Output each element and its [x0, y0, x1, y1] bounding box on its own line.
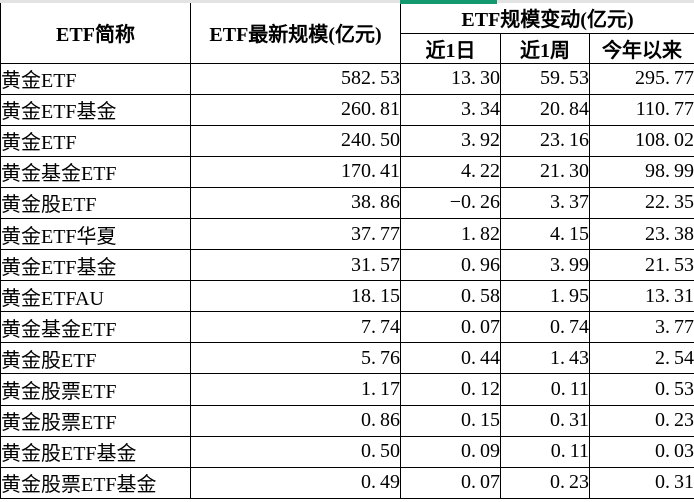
cell-latest-scale[interactable]: 0. 86: [190, 404, 401, 437]
table-row: 黄金基金ETF 170. 41 4. 22 21. 30 98. 99: [0, 155, 694, 188]
table-row: 黄金ETF 240. 50 3. 92 23. 16 108. 02: [0, 124, 694, 157]
table-row: 黄金ETF基金 260. 81 3. 34 20. 84 110. 77: [0, 93, 694, 126]
cell-change-1w[interactable]: 21. 30: [500, 155, 590, 188]
cell-change-ytd[interactable]: 3. 77: [588, 311, 694, 344]
table-row: 黄金ETF 582. 53 13. 30 59. 53 295. 77: [0, 62, 694, 95]
table-row: 黄金股票ETF 1. 17 0. 12 0. 11 0. 53: [0, 373, 694, 406]
cell-etf-name[interactable]: 黄金ETF: [0, 124, 191, 157]
cell-etf-name[interactable]: 黄金股ETF: [0, 342, 191, 375]
cell-change-1d[interactable]: 0. 44: [400, 342, 501, 375]
cell-etf-name[interactable]: 黄金ETF华夏: [0, 217, 191, 251]
table-row: 黄金ETF基金 31. 57 0. 96 3. 99 21. 53: [0, 249, 694, 282]
cell-change-1w[interactable]: 20. 84: [500, 93, 590, 126]
table-row: 黄金股ETF 38. 86 −0. 26 3. 37 22. 35: [0, 186, 694, 219]
cell-etf-name[interactable]: 黄金基金ETF: [0, 155, 191, 188]
cell-change-1d[interactable]: −0. 26: [400, 186, 501, 219]
cell-latest-scale[interactable]: 38. 86: [190, 186, 401, 219]
table-row: 黄金ETF华夏 37. 77 1. 82 4. 15 23. 38: [0, 217, 694, 251]
table-row: 黄金ETFAU 18. 15 0. 58 1. 95 13. 31: [0, 280, 694, 313]
cell-change-ytd[interactable]: 2. 54: [588, 342, 694, 375]
cell-etf-name[interactable]: 黄金ETFAU: [0, 280, 191, 313]
cell-change-1d[interactable]: 13. 30: [400, 62, 501, 95]
cell-change-ytd[interactable]: 22. 35: [588, 186, 694, 219]
cell-change-1w[interactable]: 4. 15: [500, 217, 590, 251]
cell-latest-scale[interactable]: 1. 17: [190, 373, 401, 406]
cell-change-1d[interactable]: 1. 82: [400, 217, 501, 251]
cell-etf-name[interactable]: 黄金ETF基金: [0, 249, 191, 282]
cell-etf-name[interactable]: 黄金股票ETF: [0, 373, 191, 406]
cell-change-1w[interactable]: 23. 16: [500, 124, 590, 157]
cell-change-ytd[interactable]: 0. 03: [588, 435, 694, 468]
cell-change-1d[interactable]: 0. 96: [400, 249, 501, 282]
cell-etf-name[interactable]: 黄金ETF基金: [0, 93, 191, 126]
cell-latest-scale[interactable]: 37. 77: [190, 217, 401, 251]
cell-latest-scale[interactable]: 170. 41: [190, 155, 401, 188]
table-row: 黄金股ETF 5. 76 0. 44 1. 43 2. 54: [0, 342, 694, 375]
header-row-1: ETF简称 ETF最新规模(亿元) ETF规模变动(亿元): [0, 3, 694, 64]
cell-latest-scale[interactable]: 31. 57: [190, 249, 401, 282]
table-row: 黄金股票ETF 0. 86 0. 15 0. 31 0. 23: [0, 404, 694, 437]
cell-etf-name[interactable]: 黄金股ETF: [0, 186, 191, 219]
table-row: 黄金股ETF基金 0. 50 0. 09 0. 11 0. 03: [0, 435, 694, 468]
cell-change-1d[interactable]: 4. 22: [400, 155, 501, 188]
etf-table-header: ETF简称 ETF最新规模(亿元) ETF规模变动(亿元) 近1日 近1周 今年…: [0, 3, 694, 64]
cell-etf-name[interactable]: 黄金ETF: [0, 62, 191, 95]
cell-change-1w[interactable]: 0. 11: [500, 435, 590, 468]
cell-change-ytd[interactable]: 110. 77: [588, 93, 694, 126]
header-row-2: 近1日 近1周 今年以来: [1, 32, 694, 64]
cell-change-ytd[interactable]: 0. 53: [588, 373, 694, 406]
cell-change-ytd[interactable]: 13. 31: [588, 280, 694, 313]
cell-change-1w[interactable]: 3. 37: [500, 186, 590, 219]
cell-change-1w[interactable]: 1. 95: [500, 280, 590, 313]
cell-latest-scale[interactable]: 0. 50: [190, 435, 401, 468]
cell-change-1w[interactable]: 3. 99: [500, 249, 590, 282]
cell-change-1w[interactable]: 0. 11: [500, 373, 590, 406]
etf-table: ETF简称 ETF最新规模(亿元) ETF规模变动(亿元) 近1日 近1周 今年…: [0, 3, 694, 500]
cell-latest-scale[interactable]: 240. 50: [190, 124, 401, 157]
cell-change-1w[interactable]: 1. 43: [500, 342, 590, 375]
cell-change-1d[interactable]: 0. 12: [400, 373, 501, 406]
cell-change-ytd[interactable]: 23. 38: [588, 217, 694, 251]
cell-change-1d[interactable]: 0. 09: [400, 435, 501, 468]
header-change-ytd[interactable]: 今年以来: [588, 32, 694, 64]
cell-change-1d[interactable]: 0. 15: [400, 404, 501, 437]
cell-change-ytd[interactable]: 21. 53: [588, 249, 694, 282]
cell-latest-scale[interactable]: 260. 81: [190, 93, 401, 126]
header-etf-name[interactable]: ETF简称: [0, 3, 191, 64]
cell-etf-name[interactable]: 黄金股ETF基金: [0, 435, 191, 468]
cell-change-1d[interactable]: 3. 92: [400, 124, 501, 157]
cell-latest-scale[interactable]: 5. 76: [190, 342, 401, 375]
top-edge-strip: [0, 0, 694, 3]
cell-change-ytd[interactable]: 0. 23: [588, 404, 694, 437]
table-row: 黄金股票ETF基金 0. 49 0. 07 0. 23 0. 31: [0, 466, 694, 500]
header-change-1d[interactable]: 近1日: [400, 32, 501, 64]
cell-change-1d[interactable]: 0. 07: [400, 311, 501, 344]
cell-change-1w[interactable]: 0. 31: [500, 404, 590, 437]
header-scale-change-group[interactable]: ETF规模变动(亿元): [399, 3, 694, 34]
cell-change-1w[interactable]: 0. 23: [500, 466, 590, 500]
cell-latest-scale[interactable]: 582. 53: [190, 62, 401, 95]
cell-change-ytd[interactable]: 108. 02: [588, 124, 694, 157]
cell-change-ytd[interactable]: 0. 31: [588, 466, 694, 500]
header-change-1w[interactable]: 近1周: [500, 32, 590, 64]
cell-change-1w[interactable]: 0. 74: [500, 311, 590, 344]
cell-change-1d[interactable]: 0. 07: [400, 466, 501, 500]
cell-etf-name[interactable]: 黄金股票ETF: [0, 404, 191, 437]
cell-change-1w[interactable]: 59. 53: [500, 62, 590, 95]
green-selection-bar: [400, 0, 497, 4]
cell-etf-name[interactable]: 黄金基金ETF: [0, 311, 191, 344]
cell-change-ytd[interactable]: 295. 77: [588, 62, 694, 95]
cell-latest-scale[interactable]: 7. 74: [190, 311, 401, 344]
table-row: 黄金基金ETF 7. 74 0. 07 0. 74 3. 77: [0, 311, 694, 344]
cell-latest-scale[interactable]: 18. 15: [190, 280, 401, 313]
etf-table-body: 黄金ETF 582. 53 13. 30 59. 53 295. 77 黄金ET…: [0, 62, 694, 500]
cell-change-ytd[interactable]: 98. 99: [588, 155, 694, 188]
header-latest-scale[interactable]: ETF最新规模(亿元): [190, 3, 401, 64]
cell-latest-scale[interactable]: 0. 49: [190, 466, 401, 500]
cell-etf-name[interactable]: 黄金股票ETF基金: [0, 466, 191, 500]
cell-change-1d[interactable]: 3. 34: [400, 93, 501, 126]
cell-change-1d[interactable]: 0. 58: [400, 280, 501, 313]
